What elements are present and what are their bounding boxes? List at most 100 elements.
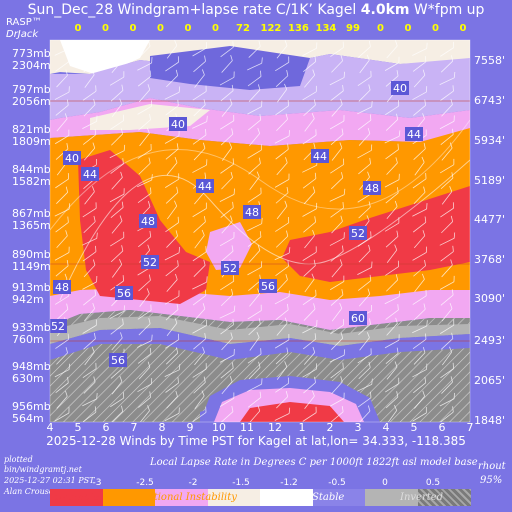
wind-barb xyxy=(247,348,262,364)
wind-barb xyxy=(357,101,373,115)
wind-barb xyxy=(439,232,456,246)
x-tick: 4 xyxy=(46,421,54,434)
speed-label: 40 xyxy=(391,81,409,95)
wind-barb xyxy=(247,70,262,87)
wind-barb xyxy=(303,99,316,117)
wind-barb xyxy=(137,334,153,348)
right-level: 3768' xyxy=(474,253,506,266)
footer-author: Alan Crouse xyxy=(4,487,54,496)
wind-barb xyxy=(193,142,206,161)
svg-text:60: 60 xyxy=(351,312,365,325)
wind-barb xyxy=(412,363,428,378)
wind-barb xyxy=(192,129,207,145)
wind-barb xyxy=(138,157,151,175)
wind-barb xyxy=(165,56,180,72)
wind-barb xyxy=(249,171,260,191)
wind-barb xyxy=(331,376,343,395)
wind-barb xyxy=(248,244,261,263)
wind-barb xyxy=(276,40,288,59)
legend-value: -1.2 xyxy=(280,478,298,488)
wind-barb xyxy=(165,143,179,160)
wind-barb xyxy=(274,407,291,421)
wind-barb xyxy=(56,113,68,132)
right-level: 5189' xyxy=(474,174,506,187)
wind-barb xyxy=(82,362,97,379)
left-level-mb: 933mb xyxy=(12,321,51,334)
wind-barb xyxy=(192,246,207,262)
right-level: 3090' xyxy=(474,292,506,305)
wind-barb xyxy=(358,201,371,219)
wind-barb xyxy=(193,376,206,394)
wind-barb xyxy=(139,127,150,147)
wind-barb xyxy=(192,319,208,334)
wind-barb xyxy=(275,377,290,393)
wind-barb xyxy=(54,363,70,378)
wind-barb xyxy=(331,302,343,322)
wind-barb xyxy=(83,98,96,117)
wind-barb xyxy=(412,246,427,261)
wind-barb xyxy=(109,305,125,319)
wstar-value: 122 xyxy=(260,23,282,34)
x-axis-label: 2025-12-28 Winds by Time PST for Kagel a… xyxy=(46,434,466,448)
legend-title: Local Lapse Rate in Degrees C per 1000ft… xyxy=(150,457,478,468)
left-level-mb: 821mb xyxy=(12,123,51,136)
wind-barb xyxy=(221,376,233,395)
wind-barb xyxy=(440,245,454,262)
wind-barb xyxy=(110,392,125,408)
bl-line-2 xyxy=(50,119,470,231)
wind-barb xyxy=(441,215,454,234)
svg-text:44: 44 xyxy=(198,180,212,193)
wind-barb xyxy=(330,85,344,102)
wind-barb xyxy=(412,55,427,72)
left-level-m: 942m xyxy=(12,293,44,306)
wind-barb xyxy=(165,347,179,365)
wind-barb xyxy=(56,186,69,204)
wind-barb xyxy=(138,113,151,131)
wind-barb xyxy=(247,261,263,276)
wind-barb xyxy=(54,42,71,56)
speed-label: 56 xyxy=(115,286,133,300)
wind-barb xyxy=(247,144,262,159)
wind-barb xyxy=(331,98,343,117)
wind-barb xyxy=(412,333,427,350)
rhout-label: rhout xyxy=(478,461,506,472)
legend-swatch xyxy=(417,489,471,506)
speed-labels: 40 40 40 44 44 44 44 48 48 48 52 52 52 56 56 60 52 48 56 xyxy=(50,81,423,367)
wind-barb xyxy=(220,114,235,130)
svg-text:40: 40 xyxy=(65,152,79,165)
left-level-mb: 844mb xyxy=(12,163,51,176)
wind-barb xyxy=(56,347,68,365)
speed-label: 44 xyxy=(81,167,99,181)
wind-barb xyxy=(441,376,453,394)
wind-barb xyxy=(165,216,179,233)
wind-barb xyxy=(276,83,288,103)
wind-barb xyxy=(413,376,427,394)
wstar-value: 134 xyxy=(315,23,337,34)
wind-barb xyxy=(82,406,97,422)
wind-barb xyxy=(247,391,262,408)
speed-label: 48 xyxy=(243,205,261,219)
wind-barb xyxy=(357,114,372,131)
wind-barb xyxy=(111,98,123,118)
wind-barb xyxy=(302,319,318,334)
wind-barb xyxy=(303,303,316,321)
wind-barb xyxy=(303,259,316,277)
wind-barb xyxy=(303,216,317,233)
wind-barb xyxy=(385,377,400,393)
wind-barb xyxy=(304,273,315,293)
wind-barb xyxy=(82,393,98,407)
legend-swatch xyxy=(365,489,418,506)
wind-barb xyxy=(84,186,95,205)
wind-barb xyxy=(249,332,260,351)
wind-barb xyxy=(138,230,152,248)
white-cloud xyxy=(60,40,150,76)
wind-barb xyxy=(440,55,454,73)
speed-label: 44 xyxy=(196,179,214,193)
wind-barb xyxy=(55,143,69,160)
wind-barb xyxy=(384,56,400,71)
wind-barb xyxy=(221,215,233,234)
speed-label: 56 xyxy=(259,279,277,293)
speed-label: 48 xyxy=(363,181,381,195)
wind-barb xyxy=(302,172,317,189)
wind-barb xyxy=(166,390,178,409)
